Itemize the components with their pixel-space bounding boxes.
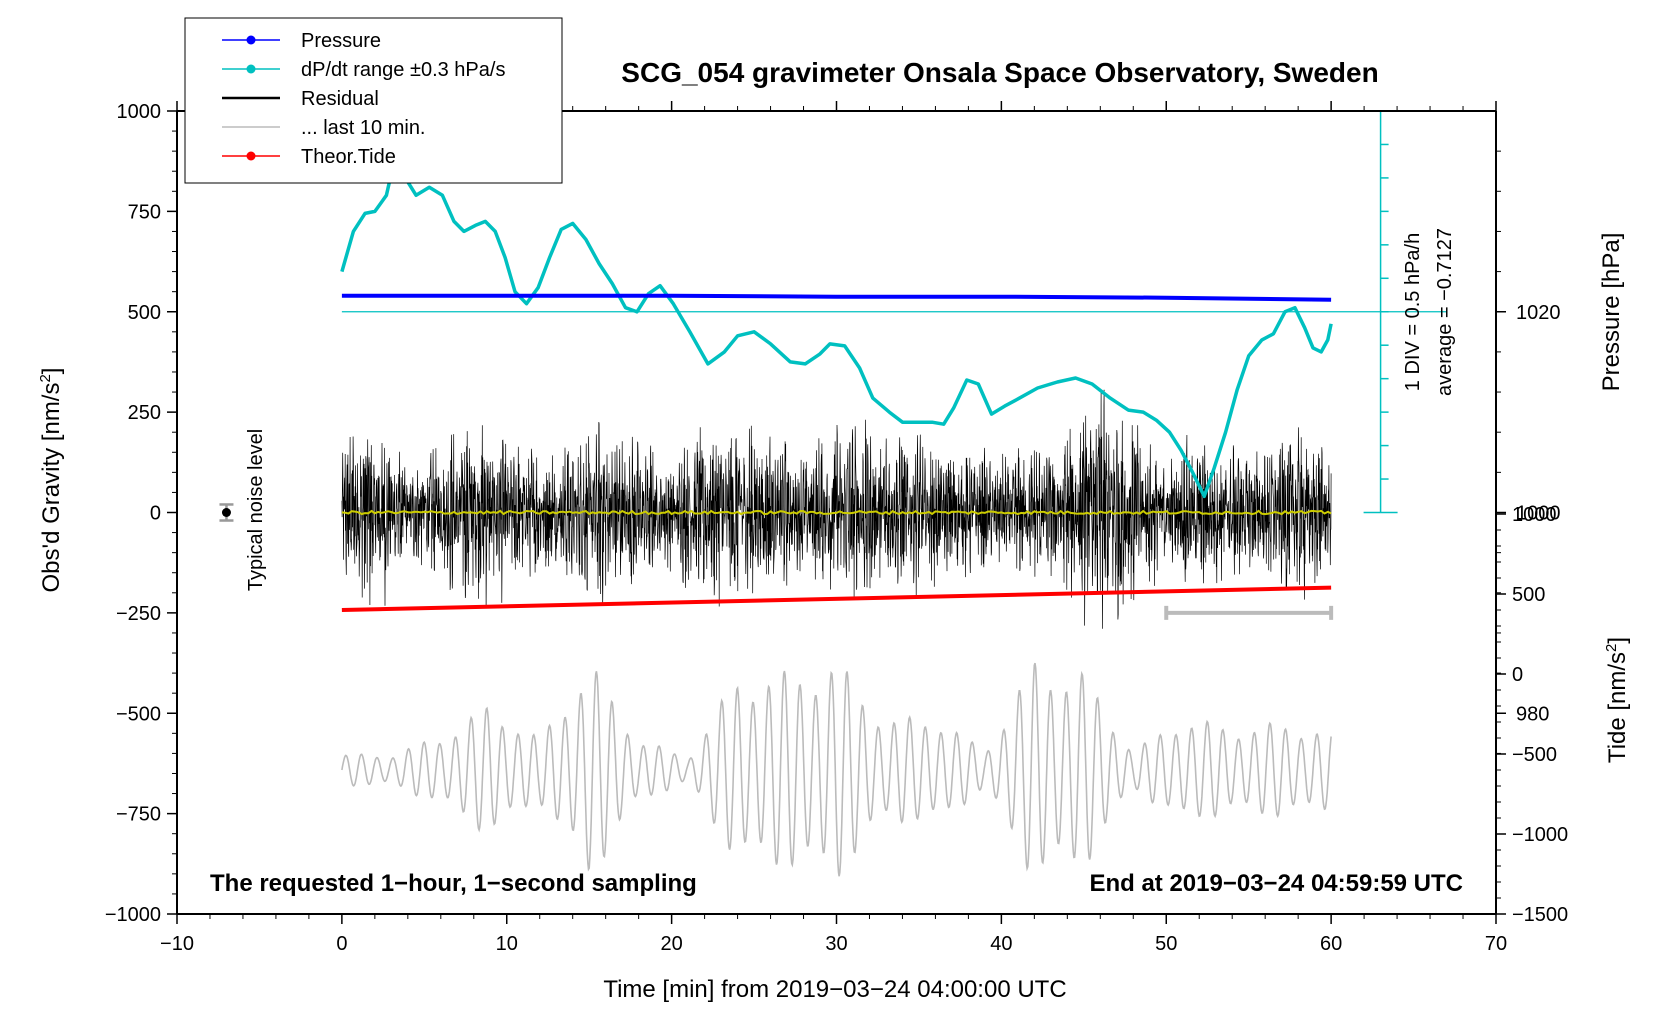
- y-tick-label: 750: [128, 201, 161, 223]
- tide-tick-label: 1000: [1512, 504, 1557, 526]
- x-tick-label: 50: [1155, 933, 1177, 955]
- y-tick-label: 1000: [117, 101, 162, 123]
- legend-label: Theor.Tide: [301, 146, 396, 168]
- noise-level-label: Typical noise level: [245, 429, 267, 591]
- sampling-note: The requested 1−hour, 1−second sampling: [210, 870, 697, 897]
- y-axis-title-tide: Tide [nm/s2]: [1603, 637, 1631, 763]
- series-group: [340, 157, 1333, 877]
- y-tick-label: −500: [116, 703, 161, 725]
- legend-swatch-marker: [246, 35, 256, 45]
- y-tick-label: −250: [116, 603, 161, 625]
- chart-title: SCG_054 gravimeter Onsala Space Observat…: [621, 57, 1378, 88]
- pressure-tick-label: 980: [1516, 703, 1549, 725]
- tide-tick-label: −1000: [1512, 824, 1568, 846]
- pressure-tick-label: 1000: [1516, 503, 1561, 525]
- last10-series-line: [341, 662, 1332, 877]
- y-tick-label: 0: [150, 503, 161, 525]
- plot-area: [219, 110, 1447, 877]
- pressure-series-line: [341, 293, 1332, 302]
- legend-swatch-marker: [246, 151, 256, 161]
- scale-bar-label: 1 DIV = 0.5 hPa/h: [1402, 233, 1424, 391]
- x-tick-label: 40: [990, 933, 1012, 955]
- legend-label: ... last 10 min.: [301, 117, 426, 139]
- tide-tick-label: −500: [1512, 744, 1557, 766]
- x-axis-title: Time [min] from 2019−03−24 04:00:00 UTC: [603, 976, 1066, 1003]
- legend-label: Pressure: [301, 30, 381, 52]
- y-axis-title-left: Obs'd Gravity [nm/s2]: [37, 368, 65, 593]
- tide-tick-label: 500: [1512, 584, 1545, 606]
- legend-label: dP/dt range ±0.3 hPa/s: [301, 59, 505, 81]
- residual-series-line: [341, 389, 1332, 629]
- tide-series-line: [341, 585, 1332, 612]
- noise-bar-point: [221, 508, 231, 517]
- dpdt-series-line: [340, 157, 1333, 499]
- tide-tick-label: 0: [1512, 664, 1523, 686]
- x-tick-label: 0: [336, 933, 347, 955]
- pressure-tick-label: 1020: [1516, 302, 1561, 324]
- y-tick-label: −750: [116, 804, 161, 826]
- legend: Pressure dP/dt range ±0.3 hPa/s Residual..…: [184, 17, 563, 184]
- x-tick-label: −10: [160, 933, 194, 955]
- end-time-note: End at 2019−03−24 04:59:59 UTC: [1089, 870, 1463, 897]
- axes: −10 0 10 20 30 40 50 60 7010007505002500−250−500…: [105, 101, 1568, 955]
- x-tick-label: 10: [496, 933, 518, 955]
- x-tick-label: 20: [661, 933, 683, 955]
- average-label: average = −0.7127: [1434, 228, 1456, 396]
- y-tick-label: 500: [128, 302, 161, 324]
- tide-tick-label: −1500: [1512, 904, 1568, 926]
- x-tick-label: 70: [1485, 933, 1507, 955]
- legend-swatch-marker: [246, 64, 256, 74]
- x-tick-label: 30: [825, 933, 847, 955]
- x-tick-label: 60: [1320, 933, 1342, 955]
- y-axis-title-pressure: Pressure [hPa]: [1598, 233, 1625, 392]
- legend-label: Residual: [301, 88, 379, 110]
- residual-mean-line: [341, 509, 1332, 516]
- y-tick-label: −1000: [105, 904, 161, 926]
- y-tick-label: 250: [128, 402, 161, 424]
